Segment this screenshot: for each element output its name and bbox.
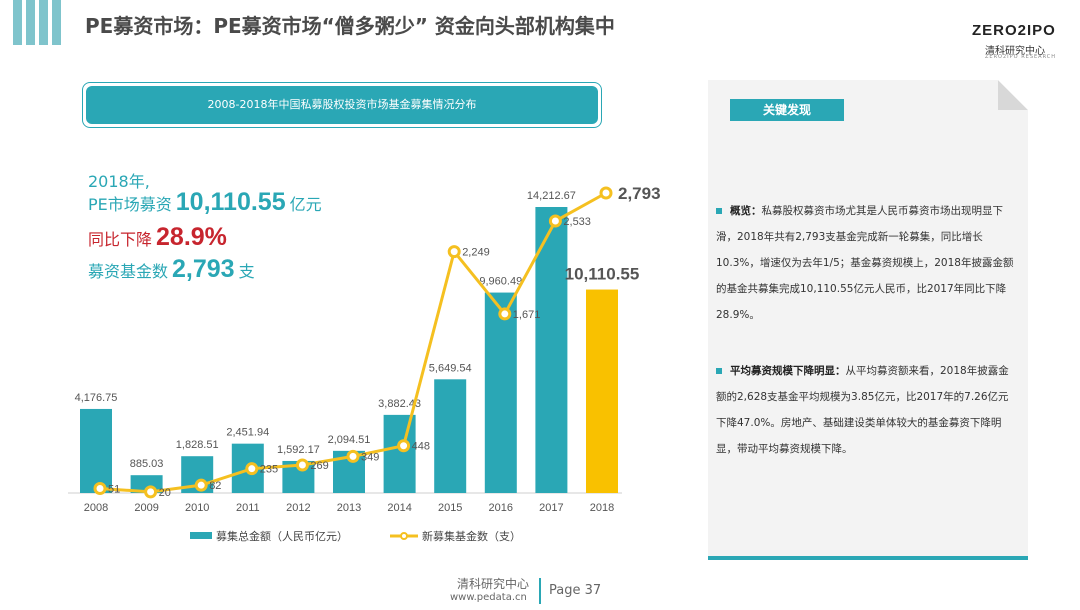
x-tick-2017: 2017 [539,502,563,514]
x-tick-2018: 2018 [590,502,614,514]
bar-label-2014: 3,882.43 [378,398,421,410]
count-point-2012 [295,458,309,472]
finding-overview: 概览：私募股权募资市场尤其是人民币募资市场出现明显下滑，2018年共有2,793… [716,198,1018,328]
count-point-2008 [93,482,107,496]
finding-average-text: 从平均募资额来看，2018年披露金额的2,628支基金平均规模为3.85亿元，比… [716,365,1009,455]
finding-average-title: 平均募资规模下降明显： [730,365,846,377]
findings-panel [708,80,1028,558]
decor-stripe [26,0,35,45]
count-label-2015: 2,249 [462,247,490,259]
count-point-2016 [498,307,512,321]
bar-label-2011: 2,451.94 [226,427,269,439]
count-point-2011 [245,462,259,476]
decor-stripe [13,0,22,45]
bar-label-2009: 885.03 [130,458,164,470]
count-label-2012: 269 [310,460,328,472]
bar-2018 [586,289,618,493]
bar-label-2010: 1,828.51 [176,439,219,451]
page-number: Page 37 [549,583,602,598]
count-label-2018: 2,793 [618,184,661,203]
logo-subtitle: 清科研究中心 [985,46,1045,57]
bullet-icon [716,368,722,374]
bar-label-2015: 5,649.54 [429,362,472,374]
bar-label-2016: 9,960.49 [479,276,522,288]
finding-overview-title: 概览： [730,205,762,217]
x-tick-2012: 2012 [286,502,310,514]
count-point-2010 [194,478,208,492]
bar-2017 [535,207,568,493]
count-label-2016: 1,671 [513,309,541,321]
chart-banner: 2008-2018年中国私募股权投资市场基金募集情况分布 [86,86,598,124]
count-point-2009 [144,485,158,499]
highlight-amount: PE市场募资 10,110.55 亿元 [88,188,322,217]
legend-line-label: 新募集基金数（支） [422,529,521,543]
count-label-2010: 82 [209,480,221,492]
count-point-2013 [346,449,360,463]
x-tick-2014: 2014 [387,502,411,514]
highlight-year: 2018年, [88,168,150,192]
bar-2008 [80,408,112,493]
count-label-2009: 20 [159,487,171,499]
count-label-2008: 51 [108,484,120,496]
logo: ZERO2IPO [972,22,1056,39]
footer-divider [539,578,541,604]
count-label-2014: 448 [412,441,430,453]
highlight-year-label: 2018年, [88,172,150,191]
bar-label-2017: 14,212.67 [527,190,576,202]
x-tick-2010: 2010 [185,502,209,514]
count-label-2017: 2,533 [563,216,591,228]
legend-bar-label: 募集总金额（人民币亿元） [216,529,348,543]
highlight-count-unit: 支 [238,262,255,281]
highlight-amount-unit: 亿元 [289,195,322,214]
bar-label-2013: 2,094.51 [328,434,371,446]
bullet-icon [716,208,722,214]
x-tick-2016: 2016 [489,502,513,514]
chart-banner-frame [82,82,602,128]
x-tick-2009: 2009 [134,502,158,514]
x-tick-2015: 2015 [438,502,462,514]
highlight-count: 募资基金数 2,793 支 [88,255,255,284]
count-point-2014 [397,439,411,453]
decor-stripe [39,0,48,45]
findings-label: 关键发现 [730,99,844,121]
highlight-decline-value: 28.9% [156,223,227,251]
count-label-2013: 349 [361,451,379,463]
count-point-2017 [548,214,562,228]
bar-label-2012: 1,592.17 [277,444,320,456]
bar-2016 [484,292,517,493]
highlight-amount-prefix: PE市场募资 [88,195,172,214]
finding-average: 平均募资规模下降明显：从平均募资额来看，2018年披露金额的2,628支基金平均… [716,358,1018,462]
count-label-2011: 235 [260,464,278,476]
highlight-count-prefix: 募资基金数 [88,262,169,281]
footer-org: 清科研究中心 [457,577,530,591]
bar-2014 [383,414,416,493]
legend-line-marker [400,532,408,540]
legend-bar-swatch [190,532,212,539]
logo-tagline: ZERO2IPO RESEARCH [985,54,1057,60]
highlight-amount-value: 10,110.55 [175,188,286,216]
finding-overview-text: 私募股权募资市场尤其是人民币募资市场出现明显下滑，2018年共有2,793支基金… [716,205,1014,321]
bar-label-2008: 4,176.75 [75,392,118,404]
bar-label-2018: 10,110.55 [565,265,640,284]
highlight-count-value: 2,793 [172,255,235,283]
x-tick-2008: 2008 [84,502,108,514]
x-tick-2011: 2011 [236,502,260,514]
highlight-decline-prefix: 同比下降 [88,230,153,249]
count-point-2018 [599,186,613,200]
count-point-2015 [447,245,461,259]
findings-bottom-rule [708,556,1028,560]
x-tick-2013: 2013 [337,502,361,514]
decor-stripe [52,0,61,45]
page-fold-icon [998,80,1028,110]
highlight-decline: 同比下降 28.9% [88,223,231,252]
page-title: PE募资市场：PE募资市场“僧多粥少” 资金向头部机构集中 [85,14,615,38]
footer-url[interactable]: www.pedata.cn [450,592,527,603]
bar-2015 [434,379,467,493]
